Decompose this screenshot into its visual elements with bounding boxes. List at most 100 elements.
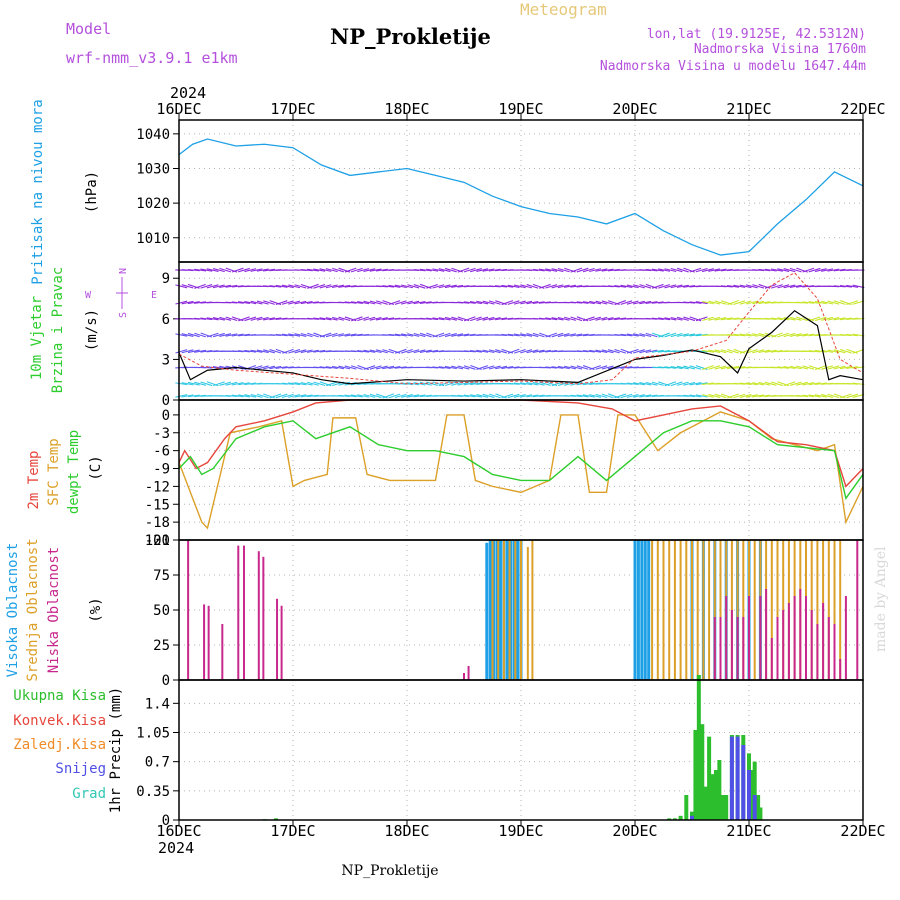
compass-e: E: [151, 290, 157, 301]
wind-barb: [244, 316, 257, 322]
wind-barb: [777, 284, 790, 289]
precip-total-bar: [756, 795, 761, 820]
wind-barb: [332, 333, 344, 338]
wind-barb: [570, 394, 583, 398]
wind-barb: [821, 300, 834, 305]
wind-barb: [263, 268, 276, 272]
wind-barb: [363, 365, 376, 370]
wind-barb: [388, 393, 401, 399]
wind-barb: [488, 349, 501, 354]
wind-barb: [626, 393, 639, 398]
precip-snow-bar: [741, 745, 746, 820]
wind-barb: [614, 333, 627, 337]
wind-ylabel: 10m Vjetar: [29, 296, 45, 380]
wind-barb: [846, 348, 859, 354]
wind-barb: [250, 268, 263, 272]
wind-barb: [375, 317, 388, 321]
wind-barb: [369, 393, 382, 399]
wind-barb: [570, 285, 583, 288]
temp-2m-line: [178, 399, 864, 488]
wind-barb: [570, 333, 583, 337]
cloud-high-bar: [512, 540, 516, 680]
cloud-high-bar: [485, 542, 489, 680]
wind-barb: [231, 301, 244, 304]
wind-barb: [332, 365, 345, 370]
cloud-mid-bar: [691, 540, 693, 680]
wind-barb: [237, 382, 250, 386]
wind-barb: [275, 317, 288, 320]
wind-barb: [764, 381, 777, 386]
wind-ylabel2: Brzina i Pravac: [50, 267, 66, 393]
wind-barb: [758, 301, 771, 305]
wind-barb: [808, 333, 821, 337]
wind-barb: [595, 316, 608, 321]
wind-barb: [545, 284, 558, 289]
temp-ylabel-dewpt: dewpt Temp: [66, 430, 82, 514]
wind-barb: [181, 349, 194, 354]
wind-barb: [269, 285, 282, 288]
wind-barb: [495, 365, 508, 370]
precip-total-bar: [667, 818, 672, 820]
clouds-ytick-label: 75: [153, 568, 170, 584]
wind-barb: [564, 316, 576, 321]
wind-barb: [488, 300, 501, 305]
wind-barb: [576, 267, 589, 273]
cloud-high-bar: [509, 540, 513, 680]
wind-barb: [181, 382, 194, 386]
wind-barb: [676, 267, 689, 273]
wind-barb: [670, 365, 683, 370]
cloud-low-bar: [822, 603, 825, 680]
legend-hail: Grad: [72, 786, 106, 802]
cloud-mid-bar: [502, 540, 505, 680]
wind-barb: [720, 268, 733, 272]
wind-barb: [313, 332, 326, 338]
wind-barb: [488, 365, 501, 370]
wind-barb: [357, 300, 370, 305]
wind-barb: [670, 267, 683, 273]
wind-barb: [620, 333, 633, 337]
wind-barb: [175, 300, 188, 305]
temperature-ytick-label: -12: [145, 479, 170, 495]
wind-barb: [388, 317, 401, 321]
wind-barb: [802, 267, 815, 273]
wind-barb: [582, 316, 595, 322]
wind-barb: [200, 284, 213, 289]
wind-barb: [469, 382, 482, 386]
wind-barb: [846, 393, 859, 399]
wind-barb: [194, 301, 207, 304]
wind-barb: [350, 267, 363, 273]
wind-barb: [357, 316, 369, 322]
wind-barb: [332, 316, 344, 321]
chart-subtitle: Meteogram: [520, 0, 607, 19]
wind-barb: [438, 268, 451, 273]
x-axis: 16DEC 16DEC 17DEC 17DEC 18DEC 18DEC 19DEC 19DEC…: [156, 100, 885, 840]
wind-barb: [833, 300, 846, 305]
wind-barb: [557, 316, 570, 321]
wind-barb: [401, 394, 413, 398]
wind-barb: [607, 317, 620, 321]
wind-barb: [419, 332, 432, 338]
wind-barb: [795, 394, 809, 398]
cloud-high-bar: [636, 540, 640, 680]
wind-barb: [614, 317, 627, 321]
wind-barb: [325, 381, 338, 387]
wind-barb: [219, 284, 232, 288]
wind-ytick-label: 6: [162, 312, 170, 328]
wind-barb: [363, 300, 376, 305]
wind-barb: [620, 300, 633, 305]
wind-barb: [821, 365, 833, 370]
wind-barb: [645, 268, 658, 272]
wind-barb: [225, 267, 238, 273]
wind-barb: [469, 301, 482, 305]
compass-icon: N S: [116, 268, 129, 318]
cloud-low-bar: [839, 659, 842, 680]
wind-barb: [752, 333, 765, 338]
wind-barb: [576, 316, 589, 322]
x-label-top: 19DEC: [498, 100, 543, 118]
wind-barb: [576, 333, 589, 337]
wind-barb: [589, 382, 602, 385]
wind-barb: [275, 393, 288, 399]
wind-barb: [175, 333, 188, 337]
wind-barb: [620, 382, 633, 385]
wind-barb: [419, 349, 432, 353]
